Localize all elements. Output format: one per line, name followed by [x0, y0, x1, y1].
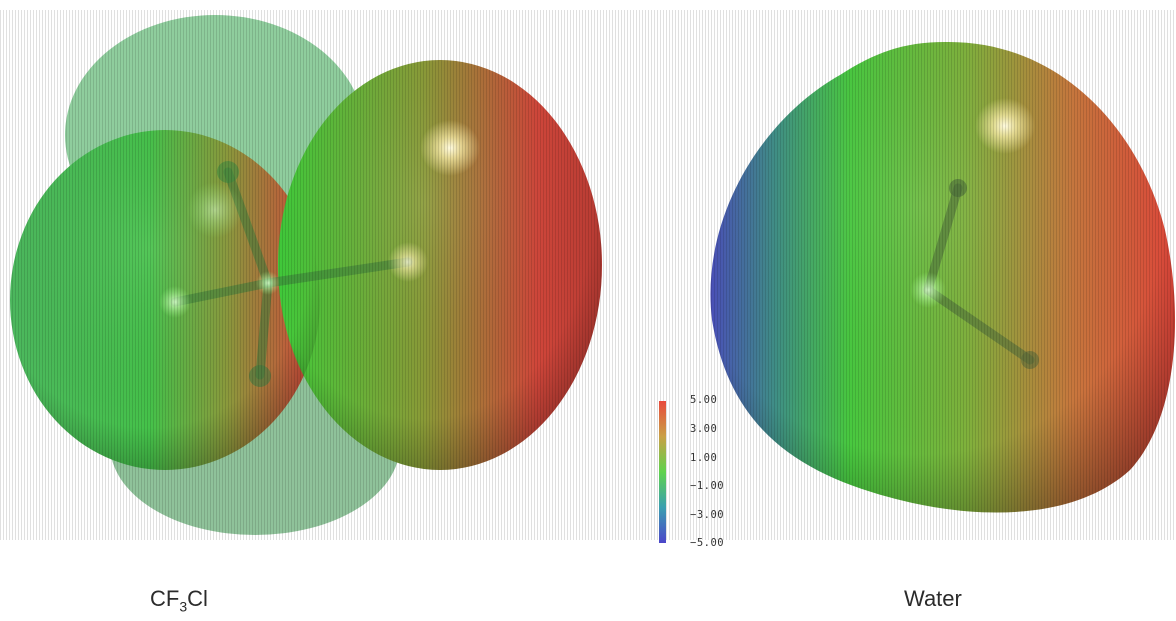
colorbar-tick-label: 1.00: [690, 452, 718, 464]
colorbar-tick-label: −1.00: [690, 480, 725, 492]
colorbar: [659, 401, 666, 543]
caption-cf3cl-tail: Cl: [187, 586, 208, 611]
colorbar-tick-label: 3.00: [690, 423, 718, 435]
caption-cf3cl: CF3Cl: [150, 586, 208, 614]
colorbar-tick-label: −3.00: [690, 509, 725, 521]
caption-cf3cl-subscript: 3: [179, 598, 188, 615]
colorbar-tick-label: 5.00: [690, 394, 718, 406]
colorbar-gradient: [659, 401, 666, 543]
caption-water: Water: [904, 586, 962, 611]
caption-cf3cl-main: CF: [150, 586, 180, 611]
colorbar-tick-label: −5.00: [690, 537, 725, 549]
